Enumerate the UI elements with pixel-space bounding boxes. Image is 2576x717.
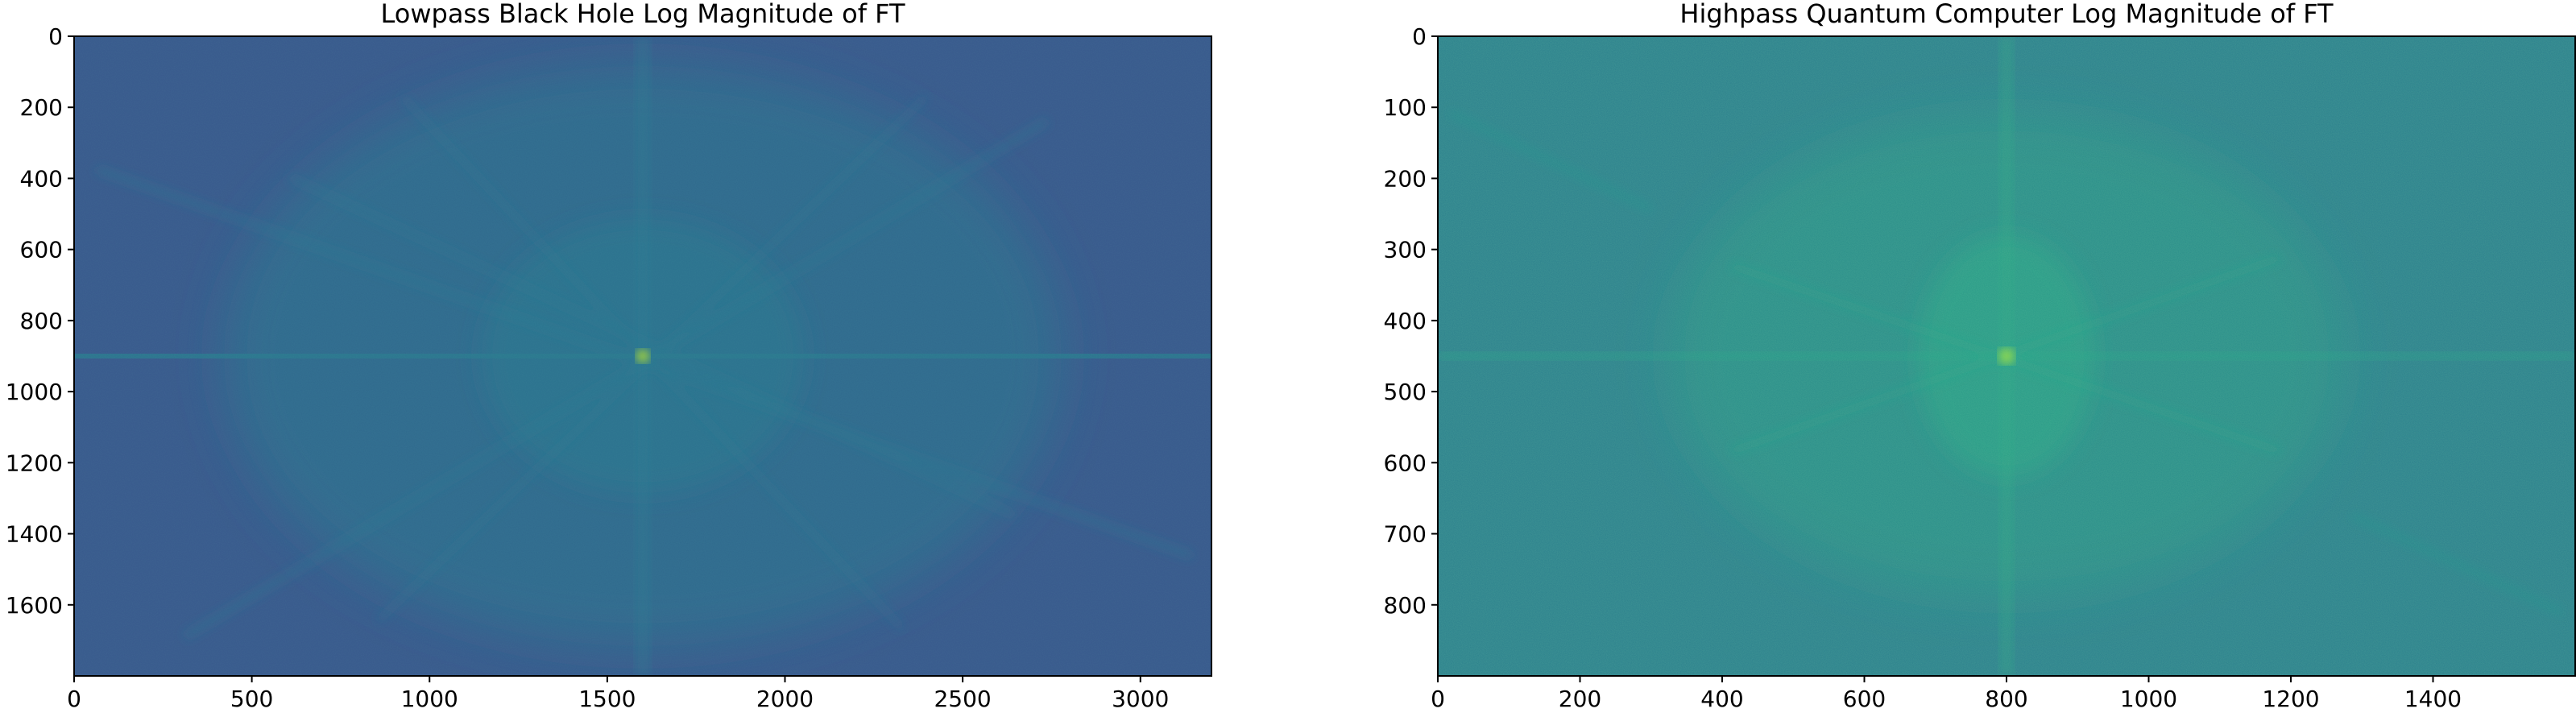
x-tick-label: 500 — [230, 686, 273, 712]
heatmap-image — [74, 36, 1211, 676]
heatmap-noise — [1438, 36, 2575, 676]
y-tick-label: 1200 — [6, 450, 63, 476]
y-tick-label: 1600 — [6, 592, 63, 619]
chart-panel-lowpass: Lowpass Black Hole Log Magnitude of FT 0… — [6, 0, 1212, 712]
x-tick-label: 1500 — [578, 686, 636, 712]
y-tick-label: 0 — [1412, 23, 1427, 50]
heatmap-image — [1438, 36, 2575, 676]
y-tick-label: 400 — [20, 165, 63, 192]
y-tick-label: 200 — [20, 94, 63, 121]
axes-frame — [73, 35, 1212, 677]
x-tick-label: 0 — [1431, 686, 1445, 712]
y-tick-label: 100 — [1384, 94, 1427, 121]
axis-ticks: 0 200 400 600 800 1000 1200 1400 0 100 200 300 400 50… — [1384, 23, 2462, 712]
y-tick-label: 700 — [1384, 521, 1427, 548]
x-tick-label: 1000 — [401, 686, 458, 712]
y-tick-label: 300 — [1384, 237, 1427, 263]
y-tick-label: 400 — [1384, 308, 1427, 334]
x-tick-label: 1000 — [2120, 686, 2177, 712]
y-tick-label: 1400 — [6, 521, 63, 548]
y-tick-label: 1000 — [6, 379, 63, 405]
x-tick-label: 400 — [1700, 686, 1743, 712]
x-tick-label: 1200 — [2262, 686, 2319, 712]
x-tick-label: 1400 — [2404, 686, 2462, 712]
y-tick-label: 600 — [1384, 450, 1427, 476]
y-tick-label: 800 — [20, 308, 63, 334]
x-tick-label: 0 — [67, 686, 81, 712]
chart-title: Highpass Quantum Computer Log Magnitude … — [1679, 0, 2334, 29]
y-tick-label: 600 — [20, 237, 63, 263]
x-tick-label: 2000 — [756, 686, 814, 712]
chart-panel-highpass: Highpass Quantum Computer Log Magnitude … — [1384, 0, 2576, 712]
x-tick-label: 800 — [1985, 686, 2027, 712]
x-tick-label: 3000 — [1112, 686, 1169, 712]
x-tick-label: 200 — [1559, 686, 1601, 712]
axis-ticks: 0 500 1000 1500 2000 2500 3000 0 200 400 600 800 100… — [6, 23, 1170, 712]
y-tick-label: 500 — [1384, 379, 1427, 405]
x-tick-label: 600 — [1843, 686, 1886, 712]
y-tick-label: 800 — [1384, 592, 1427, 619]
chart-title: Lowpass Black Hole Log Magnitude of FT — [380, 0, 905, 29]
heatmap-noise — [74, 36, 1211, 676]
y-tick-label: 200 — [1384, 165, 1427, 192]
x-tick-label: 2500 — [934, 686, 991, 712]
y-tick-label: 0 — [48, 23, 63, 50]
